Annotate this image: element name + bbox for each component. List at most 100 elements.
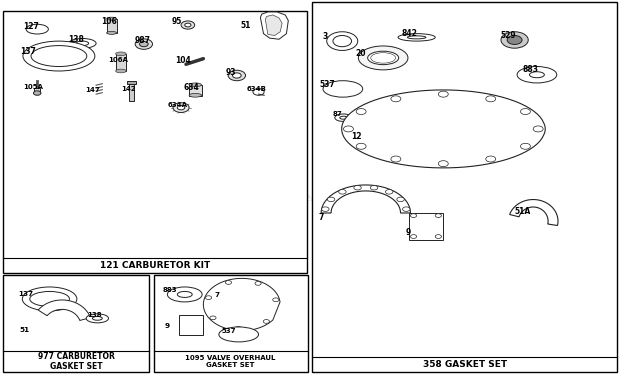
Text: 12: 12	[351, 132, 361, 141]
Ellipse shape	[92, 316, 102, 320]
Text: 137: 137	[20, 47, 36, 56]
Bar	[3, 11, 307, 273]
Polygon shape	[510, 200, 558, 226]
Circle shape	[486, 96, 495, 102]
Bar	[189, 85, 202, 96]
Circle shape	[391, 96, 401, 102]
Text: 51A: 51A	[515, 207, 531, 217]
Circle shape	[333, 36, 352, 47]
Ellipse shape	[335, 114, 352, 122]
Polygon shape	[203, 278, 280, 331]
Circle shape	[410, 234, 417, 238]
Circle shape	[370, 186, 378, 190]
Ellipse shape	[69, 39, 96, 48]
Ellipse shape	[86, 314, 108, 323]
Circle shape	[225, 280, 231, 284]
Ellipse shape	[76, 41, 89, 46]
Circle shape	[343, 126, 353, 132]
Ellipse shape	[529, 72, 544, 78]
Ellipse shape	[358, 46, 408, 70]
Text: 883: 883	[162, 287, 177, 293]
Circle shape	[232, 73, 241, 78]
Ellipse shape	[398, 34, 435, 41]
Circle shape	[501, 32, 528, 48]
Circle shape	[339, 190, 346, 194]
Ellipse shape	[517, 67, 557, 83]
Ellipse shape	[323, 81, 363, 97]
Circle shape	[438, 91, 448, 97]
Circle shape	[397, 197, 404, 202]
Text: 20: 20	[355, 49, 366, 58]
Polygon shape	[38, 300, 91, 321]
Ellipse shape	[107, 17, 117, 20]
Ellipse shape	[31, 46, 87, 67]
Text: 883: 883	[523, 65, 539, 74]
Text: 1095 VALVE OVERHAUL
GASKET SET: 1095 VALVE OVERHAUL GASKET SET	[185, 355, 276, 368]
Circle shape	[438, 161, 448, 167]
Ellipse shape	[107, 31, 117, 34]
Circle shape	[402, 207, 410, 211]
Text: 537: 537	[320, 80, 335, 89]
Ellipse shape	[22, 287, 77, 311]
Ellipse shape	[368, 51, 399, 65]
Text: 842: 842	[402, 29, 418, 38]
Circle shape	[533, 126, 543, 132]
Ellipse shape	[340, 116, 347, 119]
Text: 9: 9	[165, 323, 170, 329]
Text: 87: 87	[332, 111, 342, 117]
Text: 987: 987	[135, 36, 151, 45]
Text: 51: 51	[241, 21, 251, 30]
Circle shape	[236, 327, 242, 330]
Bar	[34, 88, 40, 93]
Text: eReplacementParts.com: eReplacementParts.com	[250, 193, 370, 203]
Ellipse shape	[177, 291, 192, 297]
Text: 147: 147	[86, 87, 100, 93]
Bar	[3, 275, 149, 372]
Circle shape	[135, 39, 153, 49]
Text: 137: 137	[19, 291, 33, 297]
Circle shape	[177, 105, 185, 110]
Ellipse shape	[407, 36, 426, 39]
Bar	[154, 275, 308, 372]
Polygon shape	[260, 12, 288, 39]
Circle shape	[356, 108, 366, 114]
Ellipse shape	[30, 291, 69, 306]
Text: 93: 93	[226, 68, 236, 77]
Bar	[115, 54, 126, 71]
Circle shape	[253, 89, 264, 95]
Text: 3: 3	[322, 32, 327, 41]
Ellipse shape	[116, 52, 126, 56]
Text: 529: 529	[501, 31, 516, 40]
Ellipse shape	[116, 69, 126, 73]
Circle shape	[327, 197, 335, 202]
Circle shape	[356, 143, 366, 149]
Text: 634B: 634B	[246, 86, 266, 92]
Circle shape	[327, 32, 358, 50]
Circle shape	[521, 108, 531, 114]
Text: 104: 104	[175, 56, 190, 65]
Text: 7: 7	[215, 292, 219, 298]
Circle shape	[255, 282, 261, 285]
Circle shape	[273, 298, 279, 302]
Circle shape	[521, 143, 531, 149]
Polygon shape	[342, 90, 545, 168]
Circle shape	[205, 296, 211, 300]
Text: 138: 138	[68, 36, 84, 45]
Ellipse shape	[189, 94, 202, 97]
Circle shape	[410, 214, 417, 217]
Circle shape	[391, 156, 401, 162]
Text: 634: 634	[184, 83, 199, 92]
Bar	[409, 212, 443, 239]
Circle shape	[322, 207, 329, 211]
Circle shape	[228, 70, 246, 81]
Circle shape	[354, 186, 361, 190]
Bar	[129, 82, 135, 101]
Text: 358 GASKET SET: 358 GASKET SET	[423, 360, 507, 369]
Circle shape	[386, 190, 393, 194]
Polygon shape	[265, 15, 282, 36]
Text: 9: 9	[406, 228, 411, 237]
Bar	[312, 2, 617, 372]
Text: 537: 537	[222, 328, 236, 334]
Text: 51: 51	[20, 327, 30, 332]
Circle shape	[435, 214, 441, 217]
